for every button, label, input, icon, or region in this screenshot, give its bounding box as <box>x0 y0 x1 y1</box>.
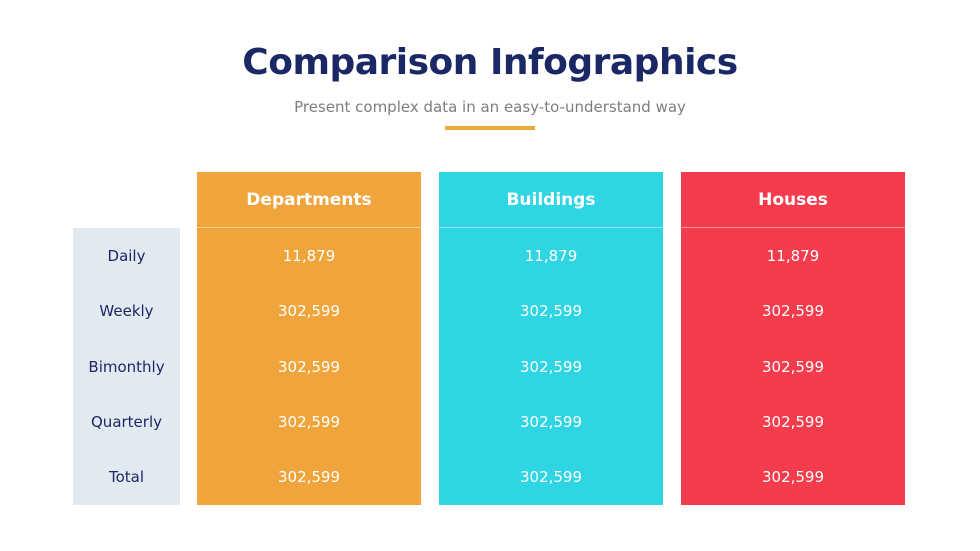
title-divider <box>445 126 535 130</box>
row-label-daily: Daily <box>107 246 146 265</box>
value-cell: 302,599 <box>519 357 583 376</box>
page-subtitle: Present complex data in an easy-to-under… <box>294 98 686 116</box>
value-cell: 302,599 <box>519 412 583 431</box>
comparison-columns: Departments 11,879 302,599 302,599 302,599 30… <box>197 172 905 505</box>
column-header-departments: Departments <box>197 172 421 228</box>
value-cell: 302,599 <box>277 357 341 376</box>
value-cell: 302,599 <box>277 302 341 321</box>
value-cell: 11,879 <box>524 246 578 265</box>
row-label-bimonthly: Bimonthly <box>88 357 165 376</box>
page-title: Comparison Infographics <box>242 42 738 83</box>
row-labels-column: Daily Weekly Bimonthly Quarterly Total <box>73 228 180 505</box>
value-cell: 302,599 <box>519 468 583 487</box>
value-cell: 302,599 <box>761 302 825 321</box>
column-departments: Departments 11,879 302,599 302,599 302,599 30… <box>197 172 421 505</box>
value-cell: 11,879 <box>282 246 336 265</box>
row-label-quarterly: Quarterly <box>91 412 162 431</box>
column-buildings: Buildings 11,879 302,599 302,599 302,599 302,… <box>439 172 663 505</box>
row-label-total: Total <box>108 468 145 487</box>
row-label-weekly: Weekly <box>99 302 154 321</box>
value-cell: 302,599 <box>761 357 825 376</box>
value-cell: 302,599 <box>277 412 341 431</box>
column-header-houses: Houses <box>681 172 905 228</box>
value-cell: 302,599 <box>761 412 825 431</box>
value-cell: 302,599 <box>277 468 341 487</box>
column-houses: Houses 11,879 302,599 302,599 302,599 302,599 <box>681 172 905 505</box>
value-cell: 302,599 <box>519 302 583 321</box>
value-cell: 302,599 <box>761 468 825 487</box>
column-header-buildings: Buildings <box>439 172 663 228</box>
value-cell: 11,879 <box>766 246 820 265</box>
